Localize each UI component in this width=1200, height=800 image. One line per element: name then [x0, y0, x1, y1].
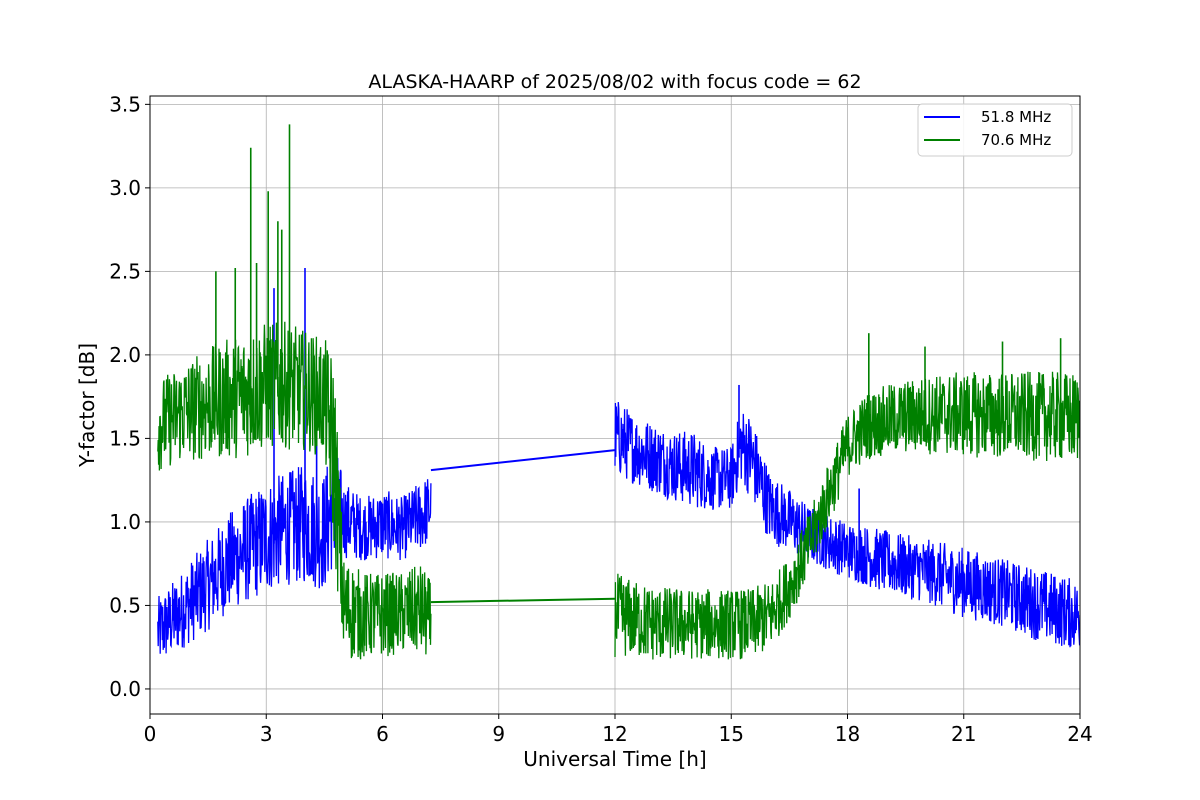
x-tick-label: 18 — [835, 722, 860, 746]
gap-connector — [430, 597, 616, 604]
x-tick-label: 3 — [260, 722, 273, 746]
y-tick-label: 0.0 — [109, 677, 141, 701]
y-tick-label: 1.0 — [109, 510, 141, 534]
legend-label-70-6: 70.6 MHz — [981, 131, 1051, 149]
series-70-6-mhz — [157, 124, 1080, 660]
y-tick-label: 3.0 — [109, 176, 141, 200]
x-tick-label: 24 — [1067, 722, 1092, 746]
x-tick-label: 0 — [144, 722, 157, 746]
series-trace — [614, 402, 1080, 648]
gap-connector — [430, 449, 616, 472]
y-axis-label: Y-factor [dB] — [75, 343, 99, 468]
y-tick-label: 3.5 — [109, 92, 141, 116]
x-tick-label: 9 — [492, 722, 505, 746]
y-tick-label: 0.5 — [109, 593, 141, 617]
x-tick-label: 21 — [951, 722, 976, 746]
series-trace — [157, 457, 432, 654]
y-tick-label: 2.5 — [109, 259, 141, 283]
series-layer — [157, 124, 1080, 660]
legend: 51.8 MHz 70.6 MHz — [917, 103, 1073, 157]
series-trace — [157, 321, 432, 660]
y-tick-label: 2.0 — [109, 343, 141, 367]
x-tick-label: 12 — [602, 722, 627, 746]
legend-label-51-8: 51.8 MHz — [981, 108, 1051, 126]
x-tick-label: 15 — [719, 722, 744, 746]
chart-title: ALASKA-HAARP of 2025/08/02 with focus co… — [368, 71, 861, 93]
x-axis-label: Universal Time [h] — [523, 747, 706, 771]
x-tick-label: 6 — [376, 722, 389, 746]
axis-ticks: 0 3 6 9 12 15 18 21 24 0.0 0.5 1.0 1.5 2.0 2.5 3.0 3.5 — [109, 92, 1093, 746]
y-tick-label: 1.5 — [109, 426, 141, 450]
